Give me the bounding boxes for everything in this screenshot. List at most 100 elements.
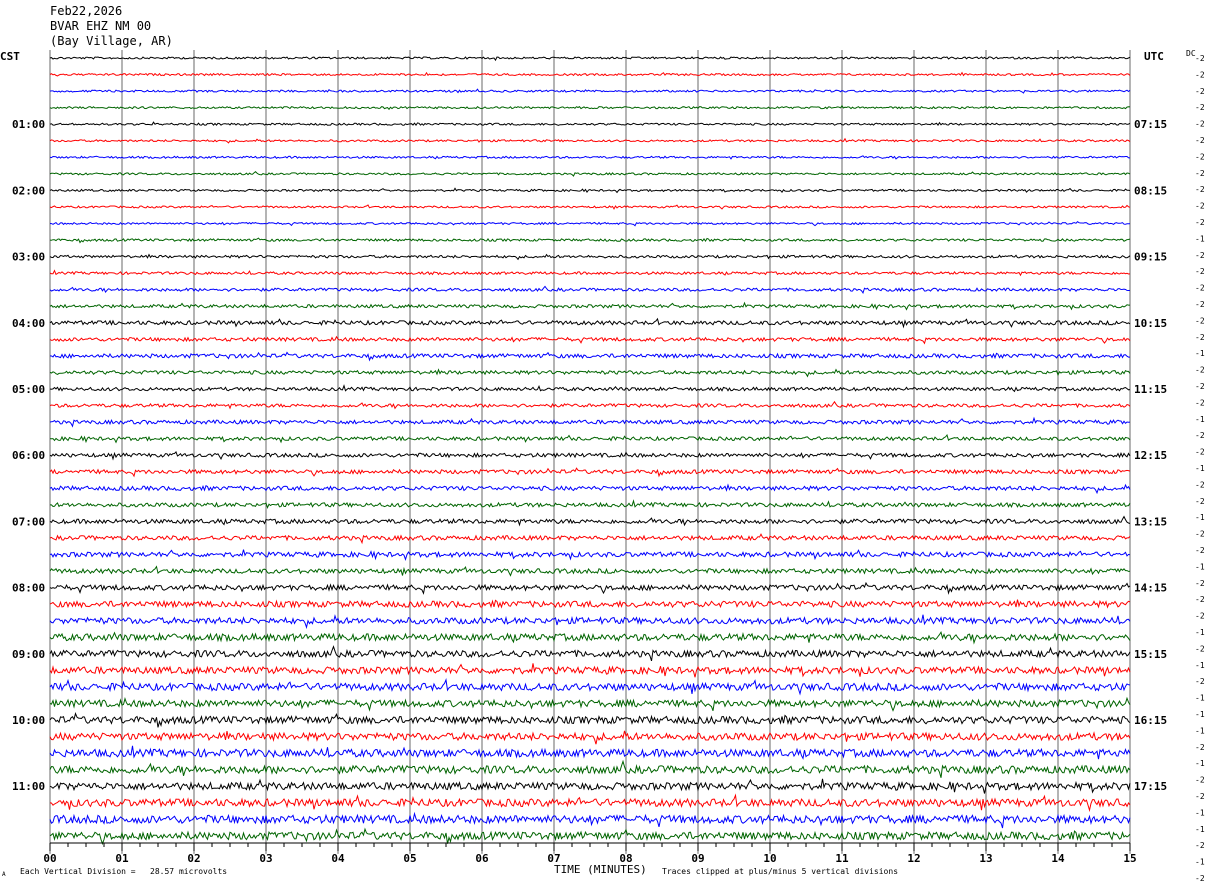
trace-line-11 (49, 221, 1130, 227)
dc-offset-label: -2 (1195, 546, 1205, 555)
trace-line-34 (49, 599, 1131, 609)
left-hour-label: 10:00 (12, 714, 45, 727)
header-station: BVAR EHZ NM 00 (50, 19, 152, 33)
dc-offset-label: -2 (1195, 644, 1205, 653)
right-hour-label: 16:15 (1134, 714, 1167, 727)
trace-line-13 (49, 253, 1131, 261)
dc-offset-label: -2 (1195, 103, 1205, 112)
dc-offset-label: -2 (1195, 54, 1205, 63)
right-hour-label: 14:15 (1134, 582, 1167, 595)
trace-line-18 (49, 335, 1131, 345)
trace-line-24 (50, 434, 1131, 444)
left-hour-label: 05:00 (12, 383, 45, 396)
dc-offset-label: -2 (1195, 267, 1205, 276)
dc-offset-label: -2 (1195, 169, 1205, 178)
dc-offset-label: -2 (1195, 431, 1205, 440)
dc-offset-label: -2 (1195, 87, 1205, 96)
trace-line-38 (49, 663, 1131, 678)
dc-offset-label: -2 (1195, 595, 1205, 604)
trace-line-20 (49, 368, 1131, 378)
dc-offset-label: -2 (1195, 70, 1205, 79)
header-location: (Bay Village, AR) (50, 34, 173, 48)
x-tick-label: 03 (259, 852, 272, 865)
clip-note: Traces clipped at plus/minus 5 vertical … (662, 867, 899, 876)
trace-line-16 (49, 301, 1130, 311)
dc-offset-label: -2 (1195, 251, 1205, 260)
trace-line-19 (49, 351, 1130, 362)
x-tick-label: 14 (1051, 852, 1065, 865)
dc-offset-label: -2 (1195, 792, 1205, 801)
trace-line-14 (49, 269, 1131, 277)
trace-line-7 (49, 155, 1131, 160)
trace-line-29 (49, 515, 1131, 527)
trace-line-46 (49, 793, 1131, 813)
dc-offset-label: -2 (1195, 743, 1205, 752)
right-hour-label: 12:15 (1134, 449, 1167, 462)
left-hour-label: 02:00 (12, 184, 45, 197)
x-tick-label: 12 (907, 852, 920, 865)
header-date: Feb22,2026 (50, 4, 123, 18)
trace-line-5 (49, 121, 1131, 126)
trace-line-32 (49, 565, 1131, 577)
right-hour-label: 10:15 (1134, 317, 1167, 330)
dc-offset-label: -2 (1195, 152, 1205, 161)
dc-offset-label: -1 (1195, 808, 1205, 817)
trace-line-44 (49, 759, 1131, 778)
left-hour-labels: 01:00 02:00 03:00 04:00 05:00 06:00 07:00 08:00… (12, 118, 45, 793)
trace-line-33 (49, 581, 1131, 595)
trace-line-42 (49, 730, 1131, 745)
dc-offset-label: -1 (1195, 234, 1205, 243)
trace-line-1 (49, 55, 1131, 62)
dc-offset-label: -2 (1195, 120, 1205, 129)
trace-line-27 (49, 483, 1131, 495)
x-tick-label: 01 (115, 852, 129, 865)
trace-line-31 (49, 549, 1131, 561)
trace-line-36 (49, 630, 1131, 645)
trace-line-30 (49, 533, 1131, 545)
left-hour-label: 01:00 (12, 118, 45, 131)
right-hour-label: 07:15 (1134, 118, 1167, 131)
left-hour-label: 09:00 (12, 648, 45, 661)
trace-line-45 (49, 778, 1131, 794)
trace-line-40 (49, 696, 1131, 712)
trace-line-26 (49, 467, 1131, 478)
dc-offset-label: -2 (1195, 612, 1205, 621)
trace-line-15 (49, 285, 1131, 295)
x-tick-label: 04 (331, 852, 345, 865)
right-timezone-label: UTC (1144, 50, 1164, 63)
left-hour-label: 04:00 (12, 317, 45, 330)
trace-line-8 (49, 171, 1131, 177)
x-axis-title: TIME (MINUTES) (554, 863, 647, 876)
dc-offset-label: -2 (1195, 300, 1205, 309)
x-tick-label: 02 (187, 852, 200, 865)
trace-line-17 (49, 317, 1131, 329)
dc-offset-labels: -2 -2 -2 -2 -2 -2 -2 -2 -2 -2 -2 -1 -2 -2 -2 -2 -2 -2 -1 -2… (1195, 54, 1205, 883)
dc-offset-label: -2 (1195, 841, 1205, 850)
dc-header-label: DC (1186, 49, 1196, 58)
trace-line-6 (49, 137, 1131, 144)
trace-line-43 (49, 745, 1131, 760)
trace-line-37 (49, 645, 1131, 662)
dc-offset-label: -2 (1195, 579, 1205, 588)
dc-offset-label: -2 (1195, 316, 1205, 325)
x-tick-label: 05 (403, 852, 416, 865)
dc-offset-label: -1 (1195, 628, 1205, 637)
dc-offset-label: -2 (1195, 333, 1205, 342)
trace-line-35 (49, 614, 1131, 630)
x-tick-label: 13 (979, 852, 992, 865)
dc-offset-label: -2 (1195, 284, 1205, 293)
scale-note: Each Vertical Division = 28.57 microvolt… (20, 867, 228, 876)
trace-line-25 (49, 450, 1131, 461)
trace-line-9 (49, 187, 1131, 194)
x-tick-label: 06 (475, 852, 489, 865)
left-hour-label: 07:00 (12, 515, 45, 528)
trace-line-3 (49, 88, 1131, 94)
dc-offset-label: -2 (1195, 202, 1205, 211)
dc-offset-label: -1 (1195, 694, 1205, 703)
dc-offset-label: -2 (1195, 776, 1205, 785)
dc-offset-label: -2 (1195, 136, 1205, 145)
right-hour-label: 08:15 (1134, 184, 1167, 197)
right-hour-label: 15:15 (1134, 648, 1167, 661)
left-hour-label: 06:00 (12, 449, 45, 462)
